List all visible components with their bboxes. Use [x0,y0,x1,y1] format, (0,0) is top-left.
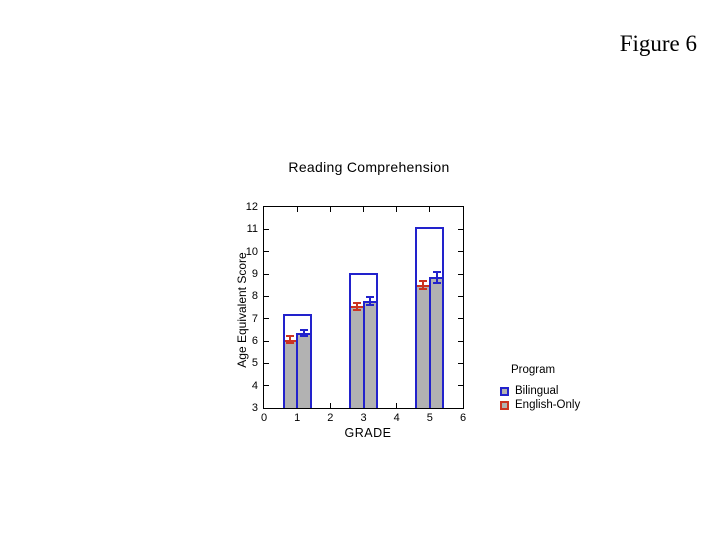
x-tick-mark [363,207,364,212]
y-tick-label: 4 [251,379,258,392]
y-tick-mark [264,362,269,364]
y-tick-mark [458,273,463,275]
x-tick-label: 2 [327,412,334,424]
legend-title: Program [511,364,556,376]
errorbar-english-only-grade3-line [355,301,358,311]
x-tick-label: 1 [294,412,301,424]
y-tick-label: 11 [246,223,258,236]
errorbar-english-only-grade1-cap-bottom [286,342,295,345]
figure-label: Figure 6 [619,31,697,56]
x-axis-label: GRADE [344,426,392,440]
y-tick-mark [264,340,269,342]
errorbar-english-only-grade5-line [422,280,425,291]
x-tick-label: 0 [260,412,268,424]
errorbar-bilingual-grade1-line [302,329,305,338]
x-tick-mark [396,403,398,408]
y-tick-mark [458,228,463,230]
errorbar-english-only-grade1 [286,335,295,345]
legend-entry-bilingual: Bilingual [500,384,580,398]
y-tick-mark [458,385,463,387]
y-tick-mark [458,362,463,364]
y-tick-label: 5 [251,357,258,370]
y-tick-mark [264,273,269,275]
y-tick-label: 9 [251,268,258,280]
errorbar-bilingual-grade3-line [369,295,372,306]
errorbar-bilingual-grade1 [299,329,308,338]
y-tick-mark [458,340,463,342]
x-tick-mark [329,207,331,212]
x-tick-label: 3 [360,412,367,424]
bar-english-only-grade1 [284,339,297,408]
errorbar-english-only-grade1-line [289,335,292,345]
y-tick-mark [264,318,269,320]
y-tick-mark [264,251,269,253]
y-tick-label: 12 [245,201,258,213]
errorbar-bilingual-grade5-cap-top [432,270,441,273]
y-tick-label: 8 [251,290,258,303]
y-tick-label: 10 [245,245,258,258]
x-tick-mark [329,403,331,408]
x-tick-label: 6 [459,412,467,424]
bar-bilingual-grade1 [296,333,310,408]
x-tick-label: 5 [426,412,433,424]
bar-english-only-grade3 [351,306,363,408]
bilingual-swatch-icon [500,386,509,396]
errorbar-bilingual-grade5 [432,270,441,285]
y-tick-mark [264,295,269,297]
errorbar-english-only-grade5-cap-bottom [419,288,428,291]
chart-title: Reading Comprehension [288,159,450,175]
errorbar-english-only-grade3-cap-top [352,301,361,304]
legend-entry-english-only: English-Only [500,398,580,412]
errorbar-english-only-grade5-cap-top [419,280,428,283]
y-tick-mark [458,251,463,253]
errorbar-english-only-grade3 [352,301,361,311]
errorbar-english-only-grade5 [419,280,428,291]
legend: Program Bilingual English-Only [500,364,580,412]
y-tick-label: 7 [251,312,258,325]
errorbar-bilingual-grade3-cap-top [366,295,375,298]
english-only-swatch-icon [500,400,509,410]
errorbar-bilingual-grade1-cap-top [299,329,308,332]
errorbar-bilingual-grade3-cap-bottom [366,303,375,306]
legend-label-english-only: English-Only [515,399,581,411]
y-tick-label: 3 [251,402,258,414]
y-tick-label: 6 [251,335,258,347]
y-tick-mark [264,385,269,387]
bar-english-only-grade5 [417,285,429,408]
y-tick-mark [458,318,463,320]
plot-area [263,206,464,409]
bar-bilingual-grade5 [428,277,443,408]
legend-label-bilingual: Bilingual [515,385,559,397]
errorbar-bilingual-grade5-cap-bottom [432,282,441,285]
errorbar-english-only-grade1-cap-top [286,335,295,338]
x-tick-mark [396,207,398,212]
errorbar-bilingual-grade3 [366,295,375,306]
errorbar-bilingual-grade5-line [435,270,438,285]
x-tick-mark [296,207,298,212]
errorbar-english-only-grade3-cap-bottom [352,308,361,311]
x-tick-label: 4 [393,412,400,424]
errorbar-bilingual-grade1-cap-bottom [299,335,308,338]
y-tick-mark [458,295,463,297]
x-tick-mark [429,207,431,212]
bar-bilingual-grade3 [362,300,376,408]
y-tick-mark [264,228,269,230]
